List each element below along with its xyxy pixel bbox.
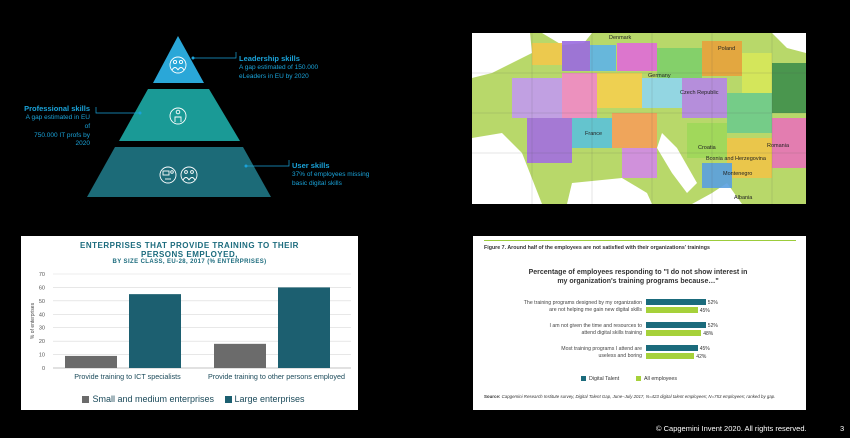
- chart-subtitle: BY SIZE CLASS, EU-28, 2017 (% ENTERPRISE…: [112, 259, 267, 265]
- map-label-romania: Romania: [767, 143, 790, 149]
- survey-category-1: The training programs designed by my org…: [497, 300, 642, 314]
- professional-skills-title: Professional skills: [24, 104, 90, 113]
- survey-legend-swatch-digital-talent: [581, 376, 586, 382]
- survey-legend-digital-talent: Digital Talent: [581, 376, 619, 382]
- map-label-poland: Poland: [718, 46, 736, 52]
- map-label-croatia: Croatia: [698, 145, 716, 151]
- y-tick-label: 50: [39, 299, 45, 305]
- survey-heading-line-1: Percentage of employees responding to "I…: [528, 269, 748, 276]
- survey-bar-value: 52%: [707, 299, 718, 306]
- survey-source: Source: Capgemini Research Institute sur…: [484, 394, 784, 400]
- chart-title-line-1: ENTERPRISES THAT PROVIDE TRAINING TO THE…: [80, 241, 299, 250]
- team-icon: [169, 56, 187, 74]
- x-category-label: Provide training to other persons employ…: [208, 372, 345, 381]
- bar-large: [129, 294, 181, 368]
- map-graphic: [472, 33, 806, 204]
- y-tick-label: 20: [39, 339, 45, 345]
- leadership-skills-desc-1: A gap estimated of 150.000: [239, 64, 319, 72]
- pyramid-level-user: [87, 147, 271, 197]
- survey-bar-digital-talent: [646, 322, 706, 328]
- map-label-bosnia: Bosnia and Herzegovina: [706, 156, 766, 162]
- survey-bar-value: 45%: [699, 307, 710, 314]
- y-axis-label: % of enterprises: [30, 302, 36, 339]
- survey-bar-value: 42%: [696, 353, 707, 360]
- survey-category-2-line-2: attend digital skills training: [581, 330, 642, 337]
- person-icon: [169, 107, 187, 125]
- y-tick-label: 60: [39, 285, 45, 291]
- pyramid-connectors: [95, 52, 290, 167]
- survey-bar-all-employees: [646, 353, 695, 359]
- map-label-denmark: Denmark: [609, 35, 632, 41]
- survey-bar-all-employees: [646, 330, 702, 336]
- y-tick-label: 40: [39, 312, 45, 318]
- pyramid-level-professional: [119, 89, 240, 141]
- copyright-footer: © Capgemini Invent 2020. All rights rese…: [656, 424, 807, 433]
- survey-source-text: Capgemini Research Institute survey, Dig…: [500, 394, 776, 399]
- y-tick-label: 30: [39, 326, 45, 332]
- survey-category-3-line-1: Most training programs I attend are: [561, 346, 642, 352]
- survey-bar-value: 45%: [699, 345, 710, 352]
- survey-bar-digital-talent: [646, 345, 698, 351]
- survey-category-3-line-2: useless and boring: [598, 353, 642, 360]
- survey-category-2-line-1: I am not given the time and resources to: [549, 323, 642, 329]
- legend-label-sme: Small and medium enterprises: [92, 394, 214, 404]
- enterprise-training-chart: ENTERPRISES THAT PROVIDE TRAINING TO THE…: [21, 236, 358, 410]
- legend-label-large: Large enterprises: [234, 394, 305, 404]
- page-number: 3: [840, 424, 845, 433]
- bar-chart-legend: Small and medium enterprises Large enter…: [21, 394, 358, 404]
- figure-top-rule: [484, 240, 796, 241]
- survey-category-1-line-1: The training programs designed by my org…: [523, 300, 642, 306]
- figure-title: Figure 7. Around half of the employees a…: [484, 245, 710, 251]
- legend-swatch-large: [224, 396, 232, 404]
- y-tick-label: 70: [39, 272, 45, 278]
- leadership-skills-title: Leadership skills: [239, 54, 300, 63]
- leadership-skills-desc-2: eLeaders in EU by 2020: [239, 72, 309, 80]
- bar-sme: [214, 343, 266, 368]
- professional-skills-desc-2: 750.000 IT profs by 2020: [34, 131, 90, 148]
- user-skills-desc-1: 37% of employees missing: [292, 171, 370, 179]
- map-label-montenegro: Montenegro: [723, 171, 753, 177]
- survey-source-label: Source:: [484, 394, 501, 399]
- survey-bar-all-employees: [646, 307, 698, 313]
- y-tick-label: 10: [39, 353, 45, 359]
- professional-skills-desc-1: A gap estimated in EU of: [25, 114, 90, 130]
- chart-title-line-2: PERSONS EMPLOYED,: [141, 250, 238, 259]
- survey-heading: Percentage of employees responding to "I…: [513, 268, 763, 286]
- professional-skills-label: Professional skills A gap estimated in E…: [20, 104, 90, 149]
- pyramid-graphic: [87, 36, 290, 197]
- survey-bar-value: 48%: [703, 330, 714, 337]
- users-icon: [159, 166, 198, 184]
- user-skills-desc-2: basic digital skills: [292, 179, 342, 187]
- bar-large: [278, 287, 330, 368]
- bar-sme: [65, 355, 117, 368]
- survey-category-3: Most training programs I attend are usel…: [497, 346, 642, 360]
- europe-region-map: Denmark Poland Germany Czech Republic Fr…: [472, 33, 806, 204]
- user-skills-label: User skills 37% of employees missing bas…: [292, 161, 369, 189]
- y-tick-label: 0: [42, 366, 45, 372]
- survey-legend-label-digital-talent: Digital Talent: [589, 376, 620, 382]
- survey-figure: Figure 7. Around half of the employees a…: [473, 236, 806, 410]
- survey-heading-line-2: my organization's training programs beca…: [557, 278, 719, 286]
- map-label-albania: Albania: [734, 195, 753, 201]
- survey-category-2: I am not given the time and resources to…: [497, 323, 642, 337]
- map-label-germany: Germany: [648, 73, 671, 79]
- user-skills-title: User skills: [292, 161, 330, 170]
- pyramid-level-leadership: [153, 36, 204, 83]
- map-label-france: France: [585, 131, 603, 137]
- leadership-skills-label: Leadership skills A gap estimated of 150…: [239, 54, 318, 82]
- bar-chart-plot: 0 10 20 30 40 50 60 70 % of enterprises Provide t…: [30, 272, 351, 381]
- survey-legend-all-employees: All employees: [636, 376, 677, 382]
- skills-pyramid: Leadership skills A gap estimated of 150…: [0, 0, 425, 219]
- survey-bar-value: 52%: [707, 322, 718, 329]
- map-label-czech-republic: Czech Republic: [680, 90, 719, 96]
- x-category-label: Provide training to ICT specialists: [74, 372, 181, 381]
- survey-legend-swatch-all-employees: [636, 376, 641, 382]
- legend-swatch-sme: [82, 396, 90, 404]
- survey-legend-label-all-employees: All employees: [644, 376, 677, 382]
- survey-bar-digital-talent: [646, 299, 706, 305]
- survey-category-1-line-2: are not helping me gain new digital skil…: [549, 307, 642, 314]
